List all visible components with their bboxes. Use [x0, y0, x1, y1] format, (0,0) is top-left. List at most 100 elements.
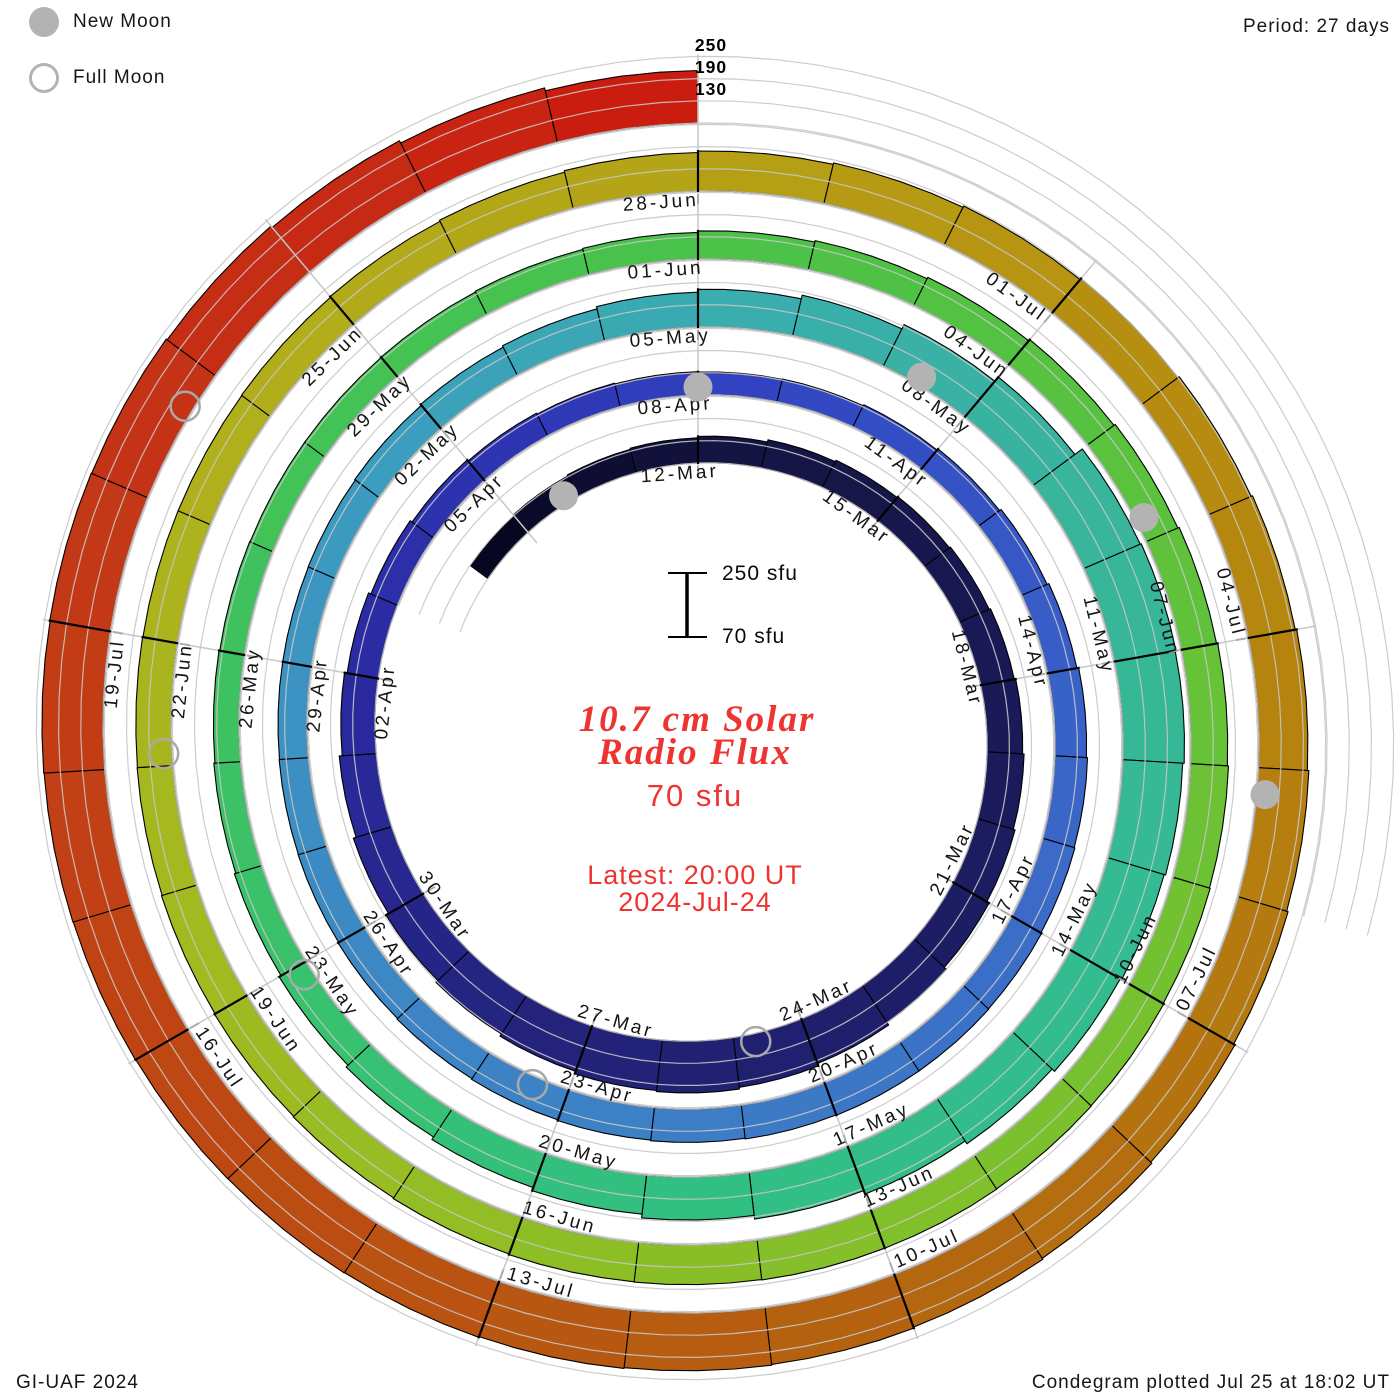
date-tick [307, 954, 318, 962]
date-label: 05-May [629, 325, 712, 352]
date-tick [868, 522, 877, 532]
legend-full-moon-label: Full Moon [73, 67, 166, 88]
day-flux-bar [764, 1274, 915, 1365]
day-flux-bar [650, 1104, 746, 1143]
date-separator [1010, 914, 1043, 935]
flux-bars [41, 69, 1310, 1372]
day-flux-bar [340, 672, 379, 757]
date-tick [1168, 649, 1179, 653]
day-flux-bar [43, 769, 132, 923]
full-moon-marker [739, 1025, 772, 1058]
date-separator [799, 1017, 820, 1068]
date-tick [248, 988, 259, 996]
date-separator [213, 994, 248, 1016]
full-moon-marker [288, 959, 320, 991]
date-label: 12-Mar [640, 461, 719, 487]
day-flux-bar [920, 448, 1001, 527]
radial-scale-190: 190 [694, 57, 728, 77]
date-separator [963, 375, 1000, 419]
date-tick [112, 630, 124, 635]
date-tick [865, 1198, 872, 1209]
date-tick [1059, 942, 1069, 950]
date-separator [217, 649, 246, 657]
day-flux-bar [213, 761, 262, 874]
date-separator [979, 677, 1017, 687]
date-tick [999, 366, 1008, 376]
date-tick [955, 418, 964, 428]
day-flux-bar [438, 171, 574, 254]
date-tick [380, 678, 392, 682]
date-separator [846, 1145, 867, 1196]
legend-new-moon: New Moon [29, 7, 172, 37]
date-separator [477, 1280, 501, 1339]
day-flux-bar [282, 566, 336, 668]
date-separator [573, 1024, 594, 1076]
date-separator [1180, 642, 1219, 651]
chart-title-line1: 10.7 cm Solar [578, 699, 816, 740]
date-tick [1176, 1010, 1187, 1018]
date-tick [189, 1022, 200, 1030]
scalebar-top-label: 250 sfu [722, 562, 798, 585]
day-flux-bar [380, 291, 488, 377]
date-label: 01-Jun [627, 257, 704, 283]
date-label: 28-Jun [622, 190, 699, 216]
date-tick [441, 429, 450, 439]
radial-scale-130: 130 [694, 79, 728, 99]
date-separator [133, 1028, 190, 1062]
day-flux-bar [72, 904, 189, 1061]
radial-scale-250: 250 [694, 35, 728, 55]
full-moon-marker [516, 1068, 549, 1101]
date-separator [343, 671, 380, 680]
day-flux-bar [566, 448, 637, 497]
full-moon-icon [29, 63, 59, 93]
date-tick [366, 920, 377, 928]
day-flux-bar [49, 472, 149, 632]
date-tick [485, 481, 494, 491]
date-separator [336, 926, 366, 945]
date-separator [1007, 338, 1032, 367]
date-tick [842, 1134, 848, 1145]
date-tick [912, 470, 921, 480]
moon-markers [147, 362, 1280, 1101]
day-flux-bar [1114, 650, 1185, 764]
date-tick [179, 642, 191, 647]
date-tick [313, 666, 325, 671]
day-flux-bar [1107, 759, 1184, 876]
date-separator [530, 1152, 547, 1193]
scalebar-bottom-label: 70 sfu [722, 625, 786, 648]
day-flux-bar [41, 620, 111, 774]
date-tick [819, 1070, 825, 1081]
date-separator [893, 1273, 916, 1330]
date-separator [465, 458, 486, 482]
date-tick [1043, 314, 1052, 324]
day-flux-bar [400, 87, 558, 194]
date-separator [141, 635, 179, 645]
date-tick [545, 1141, 551, 1152]
date-tick [568, 1077, 575, 1088]
date-tick [1000, 908, 1010, 916]
date-separator [1046, 666, 1080, 675]
date-separator [1069, 948, 1124, 982]
baseline-ticks [112, 194, 1246, 1280]
plotted-timestamp: Condegram plotted Jul 25 at 18:02 UT [1031, 1372, 1390, 1393]
date-tick [246, 654, 258, 659]
full-moon-marker [169, 390, 201, 422]
credit-text: GI-UAF 2024 [16, 1372, 139, 1393]
day-flux-bar [501, 308, 606, 376]
new-moon-icon [29, 7, 59, 37]
day-flux-bar [136, 765, 197, 896]
date-separator [951, 880, 991, 905]
date-separator [507, 1216, 524, 1256]
three-day-separators [48, 150, 1298, 1339]
date-tick [889, 1262, 895, 1273]
date-separator [419, 402, 443, 430]
new-moon-marker [683, 372, 713, 402]
date-separator [277, 960, 307, 979]
date-separator [869, 1209, 887, 1250]
date-tick [425, 886, 435, 894]
date-separator [384, 892, 425, 917]
day-flux-bar [748, 1146, 865, 1220]
day-flux-bar [345, 1043, 453, 1138]
